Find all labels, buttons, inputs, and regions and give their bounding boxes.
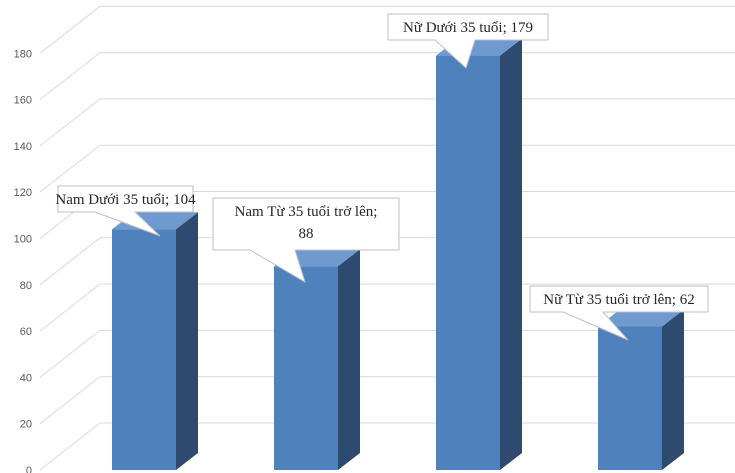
data-label-callout: Nam Từ 35 tuổi trở lên; 88 <box>212 197 400 284</box>
gridline <box>39 376 735 425</box>
data-label: 88 <box>299 226 314 242</box>
bar-side <box>500 38 522 471</box>
y-tick-label: 140 <box>14 141 32 153</box>
gridline <box>39 422 735 471</box>
y-tick-label: 180 <box>14 48 32 60</box>
data-labels: Nam Dưới 35 tuổi; 104 Nam Từ 35 tuổi trở … <box>55 13 709 341</box>
bar <box>112 212 198 471</box>
y-tick-label: 20 <box>20 419 32 431</box>
y-tick-label: 40 <box>20 372 32 384</box>
bar <box>436 38 522 471</box>
callout-box <box>57 185 194 237</box>
data-label-callout: Nam Dưới 35 tuổi; 104 <box>55 185 196 237</box>
data-label: Nam Dưới 35 tuổi; 104 <box>55 192 196 208</box>
data-label: Nữ Từ 35 tuổi trở lên; 62 <box>543 292 694 308</box>
bar-side <box>662 309 684 470</box>
bar <box>598 309 684 470</box>
data-label-callout: Nữ Dưới 35 tuổi; 179 <box>387 13 549 69</box>
y-tick-label: 80 <box>20 280 32 292</box>
gridline <box>39 52 735 100</box>
bar-front <box>112 229 176 470</box>
y-tick-label: 100 <box>14 234 32 246</box>
y-axis: 0 20 40 60 80 100 120 140 160 180 <box>14 48 32 473</box>
gridline <box>39 237 735 286</box>
gridline <box>39 5 735 54</box>
data-label-callout: Nữ Từ 35 tuổi trở lên; 62 <box>529 285 709 341</box>
bar-side <box>176 212 198 471</box>
bar-front <box>436 55 500 471</box>
y-tick-label: 120 <box>14 187 32 199</box>
callout-box <box>387 13 549 69</box>
gridline <box>39 283 735 332</box>
data-label: Nữ Dưới 35 tuổi; 179 <box>403 20 533 36</box>
callout-box <box>212 197 400 284</box>
data-label: Nam Từ 35 tuổi trở lên; <box>235 204 378 220</box>
bars <box>112 38 684 471</box>
bar <box>274 249 360 470</box>
bar-top <box>598 309 684 327</box>
y-tick-label: 160 <box>14 95 32 107</box>
gridline <box>39 329 735 378</box>
y-tick-label: 60 <box>20 326 32 338</box>
callout-box <box>529 285 709 341</box>
bar-side <box>338 249 360 470</box>
gridline <box>39 98 735 147</box>
y-tick-label: 0 <box>26 465 32 473</box>
bar-front <box>598 326 662 470</box>
bar-front <box>274 266 338 470</box>
gridline <box>39 144 735 193</box>
